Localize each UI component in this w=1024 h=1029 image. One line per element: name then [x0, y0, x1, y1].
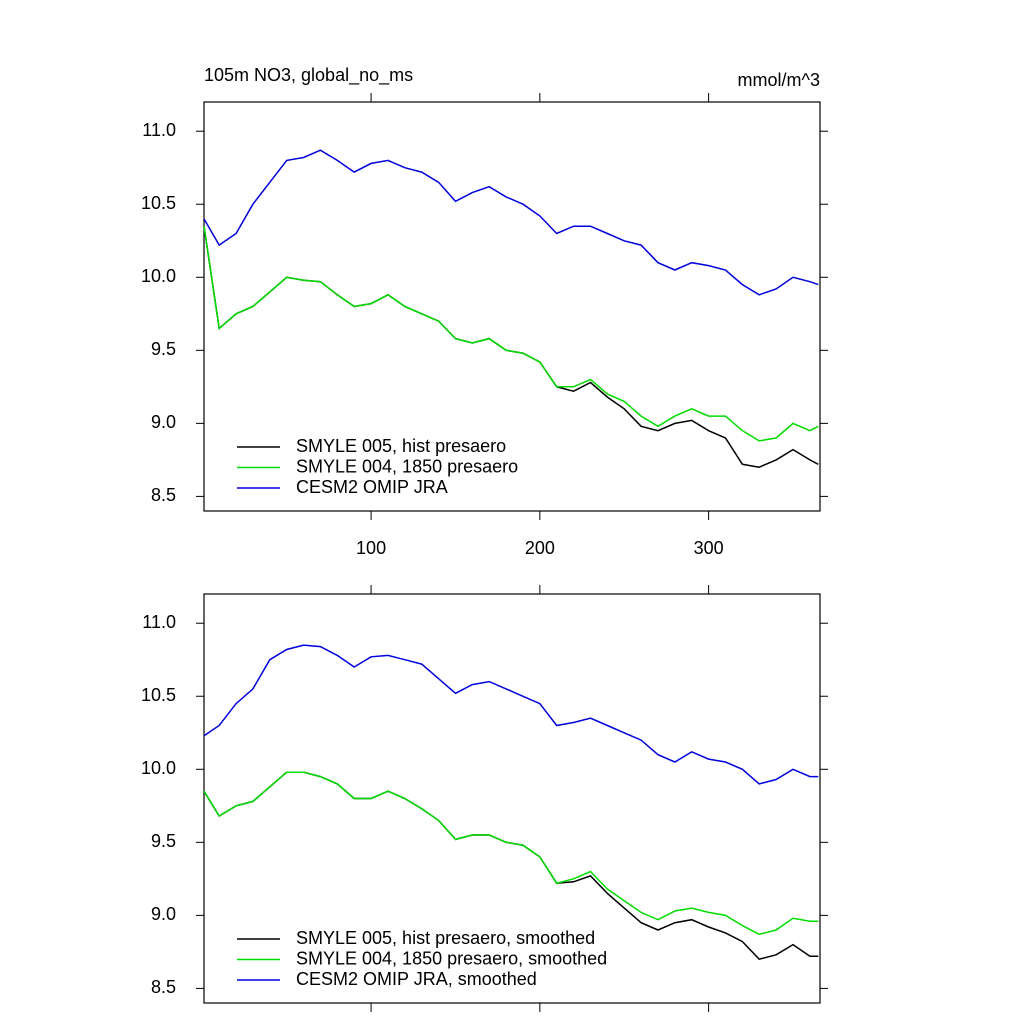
data-line	[203, 226, 819, 468]
legend-label: CESM2 OMIP JRA	[296, 477, 448, 497]
data-line	[203, 771, 819, 936]
data-line	[203, 644, 819, 785]
y-tick-label: 8.5	[151, 485, 176, 505]
legend-label: CESM2 OMIP JRA, smoothed	[296, 969, 537, 989]
y-tick-label: 10.0	[141, 758, 176, 778]
y-tick-label: 10.5	[141, 193, 176, 213]
y-tick-label: 9.0	[151, 412, 176, 432]
data-line	[203, 149, 819, 296]
legend-label: SMYLE 004, 1850 presaero, smoothed	[296, 948, 607, 968]
chart-title: 105m NO3, global_no_ms	[204, 65, 413, 86]
legend-label: SMYLE 005, hist presaero	[296, 436, 506, 456]
y-tick-label: 9.5	[151, 339, 176, 359]
legend-label: SMYLE 004, 1850 presaero	[296, 456, 518, 476]
y-tick-label: 11.0	[142, 612, 176, 632]
x-tick-label: 100	[356, 538, 386, 558]
plot-frame	[203, 593, 821, 1004]
units-label: mmol/m^3	[738, 70, 820, 90]
plot-frame	[203, 101, 821, 512]
y-tick-label: 8.5	[151, 977, 176, 997]
data-line	[203, 226, 819, 442]
legend-label: SMYLE 005, hist presaero, smoothed	[296, 928, 595, 948]
y-tick-label: 10.5	[141, 685, 176, 705]
y-tick-label: 9.5	[151, 831, 176, 851]
y-tick-label: 9.0	[151, 904, 176, 924]
x-tick-label: 200	[525, 538, 555, 558]
y-tick-label: 11.0	[142, 120, 176, 140]
x-tick-label: 300	[694, 538, 724, 558]
y-tick-label: 10.0	[141, 266, 176, 286]
